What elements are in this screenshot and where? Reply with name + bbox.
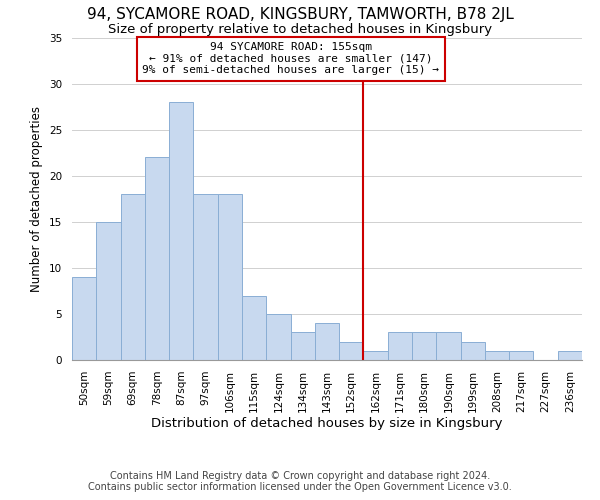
Bar	[218, 194, 242, 360]
Bar	[193, 194, 218, 360]
Bar	[485, 351, 509, 360]
Bar	[558, 351, 582, 360]
Bar	[388, 332, 412, 360]
Text: 94 SYCAMORE ROAD: 155sqm
← 91% of detached houses are smaller (147)
9% of semi-d: 94 SYCAMORE ROAD: 155sqm ← 91% of detach…	[142, 42, 439, 76]
Bar	[412, 332, 436, 360]
Bar	[266, 314, 290, 360]
Bar	[121, 194, 145, 360]
Text: Size of property relative to detached houses in Kingsbury: Size of property relative to detached ho…	[108, 22, 492, 36]
Bar	[242, 296, 266, 360]
Bar	[145, 158, 169, 360]
Bar	[461, 342, 485, 360]
Bar	[339, 342, 364, 360]
Bar	[364, 351, 388, 360]
Bar	[169, 102, 193, 360]
Text: 94, SYCAMORE ROAD, KINGSBURY, TAMWORTH, B78 2JL: 94, SYCAMORE ROAD, KINGSBURY, TAMWORTH, …	[86, 8, 514, 22]
Bar	[72, 277, 96, 360]
Bar	[509, 351, 533, 360]
Bar	[436, 332, 461, 360]
Bar	[290, 332, 315, 360]
Y-axis label: Number of detached properties: Number of detached properties	[31, 106, 43, 292]
Text: Contains HM Land Registry data © Crown copyright and database right 2024.
Contai: Contains HM Land Registry data © Crown c…	[88, 471, 512, 492]
X-axis label: Distribution of detached houses by size in Kingsbury: Distribution of detached houses by size …	[151, 418, 503, 430]
Bar	[315, 323, 339, 360]
Bar	[96, 222, 121, 360]
